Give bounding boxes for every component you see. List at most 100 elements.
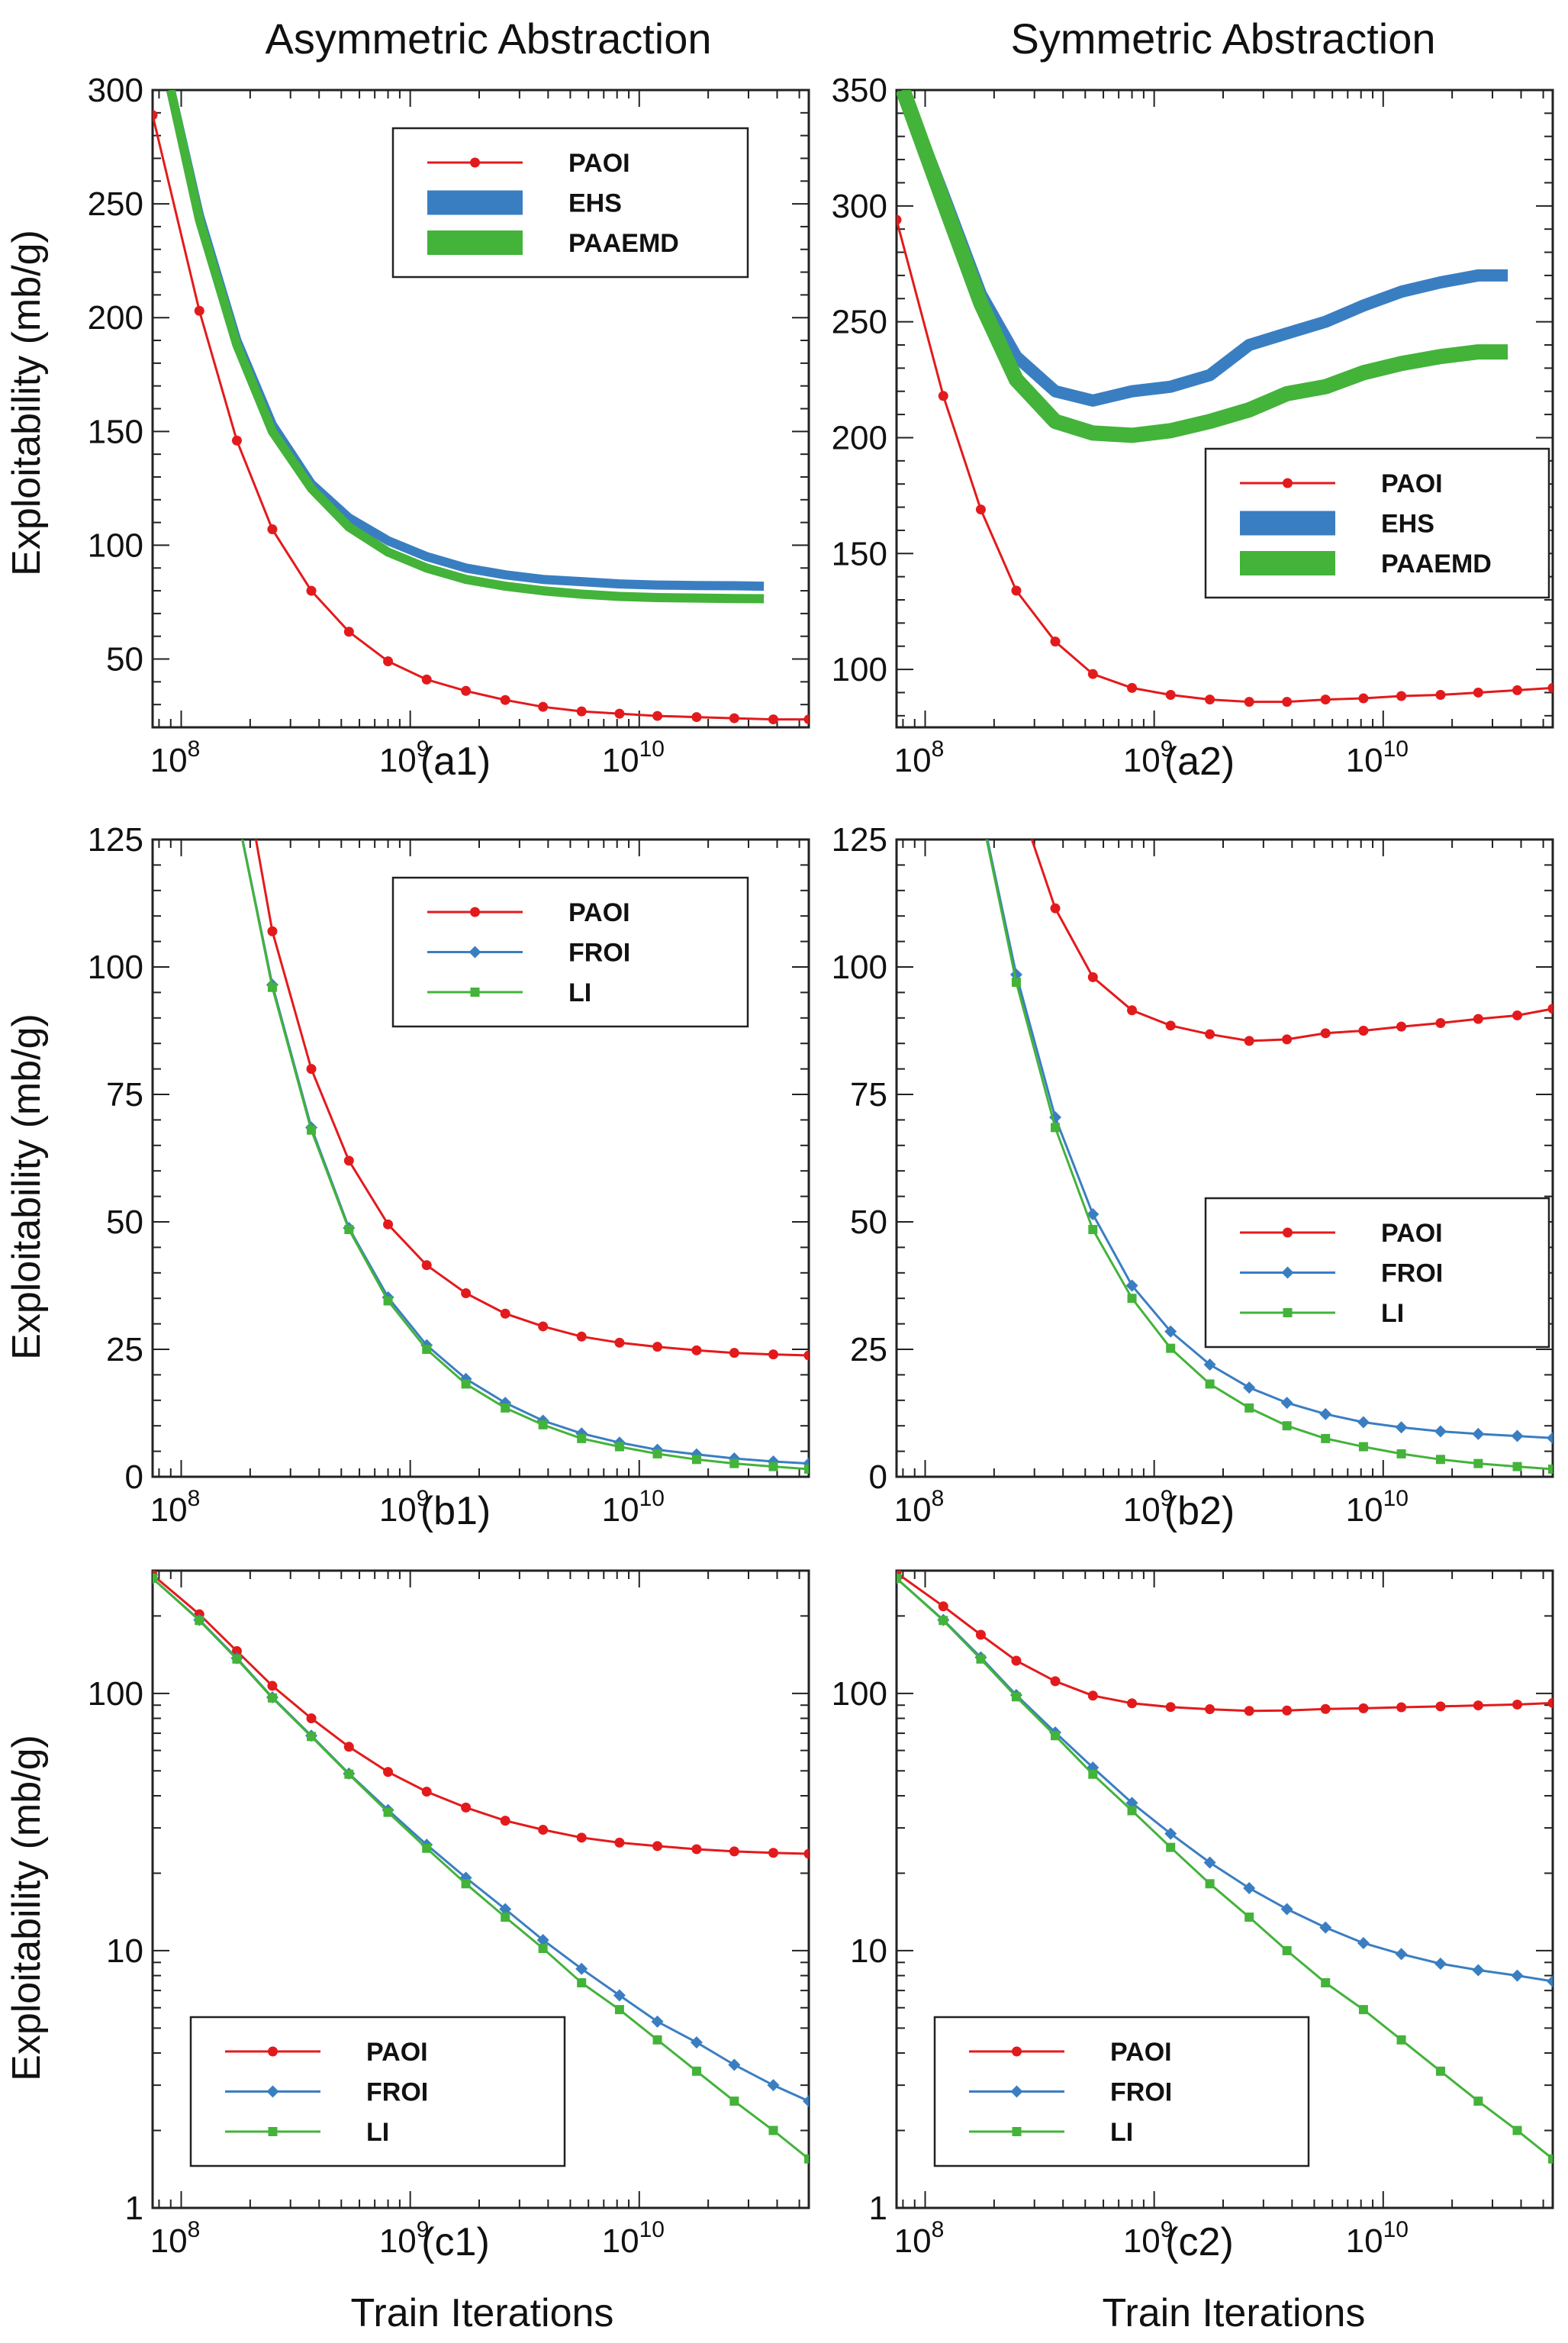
y-tick-label: 0 [125,1458,143,1496]
series-paoi-point [538,701,549,712]
x-tick-label: 109 [1123,2217,1174,2260]
series-froi-point [1395,1948,1408,1961]
series-paoi-point [1547,1004,1553,1014]
legend-label-li: LI [1110,2118,1133,2147]
panel-label: (a1) [420,740,491,784]
series-li-point [768,2125,778,2135]
title-symmetric: Symmetric Abstraction [1010,15,1435,63]
series-li-point [1548,2154,1553,2164]
series-paoi-point [500,1308,510,1319]
series-paoi-point [1473,1014,1483,1024]
series-paoi-point [576,1832,587,1843]
legend-marker-froi [266,2085,279,2098]
legend: PAOI FROI LI [1204,1197,1550,1349]
series-paoi-point [768,1349,779,1360]
series-paoi-point [1320,695,1331,705]
y-tick-label: 1 [125,2190,143,2227]
series-paoi-point [421,1260,432,1271]
series-paoi-point [461,1288,472,1299]
series-paoi-point [729,1348,739,1358]
series-paoi-point [576,706,587,717]
series-paoi-point [231,1645,242,1656]
series-froi-point [959,731,971,743]
series-li-point [267,1693,277,1703]
series-li-point [1321,1433,1331,1443]
x-tick-label: 108 [894,2217,945,2260]
series-froi-point [1472,1427,1485,1440]
series-paoi-point [153,110,158,121]
series-paoi-point [691,712,702,723]
y-tick-label: 0 [869,1458,887,1496]
series-paoi-point [383,1767,394,1777]
series-paoi-point [1050,903,1061,914]
x-tick-label: 109 [379,2217,430,2260]
series-froi-line [897,1577,1553,1983]
series-li-point [1127,1806,1137,1816]
series-paoi-line [1030,840,1553,1043]
legend-label-paoi: PAOI [1381,1219,1443,1248]
series-froi-point [1472,1964,1485,1977]
series-paoi-point [343,1155,354,1166]
y-tick-label: 75 [106,1076,143,1113]
legend: PAOI EHS PAAEMD [1204,447,1550,599]
series-li-point [804,1464,809,1474]
series-paoi-line [153,114,809,721]
series-paoi-point [1165,1020,1176,1031]
plot-frame [151,1569,810,2209]
series-paoi-point [1011,585,1022,596]
series-li-point [217,733,226,742]
legend-marker-paoi [1012,2046,1022,2057]
series-paoi-point [421,1787,432,1797]
series-paoi-point [691,1844,702,1855]
series-ehs-band [897,90,1508,407]
series-paoi-point [343,1742,354,1752]
series-paoi-point [768,1848,779,1858]
series-li-point [307,1125,317,1135]
series-paoi-point [1396,1702,1407,1713]
y-tick-label: 100 [832,1675,887,1713]
series-li-point [1548,1464,1553,1474]
legend-marker-paoi [470,907,480,917]
series-group [153,90,809,725]
series-froi-point [1164,1827,1177,1840]
x-tick-label: 108 [150,736,201,779]
series-froi-point [1319,1921,1332,1934]
legend-marker-li [1012,2127,1022,2136]
series-paoi-point [1050,637,1061,647]
series-paoi-point [461,1802,472,1813]
series-paoi-point [691,1345,702,1355]
panel-b2: 108 109 1010 (b2) 0 25 50 75 100 125 PAOI FROI LI [832,731,1554,1533]
series-paoi-point [421,674,432,685]
x-tick-label: 109 [1123,736,1174,779]
series-paoi-point [803,714,809,725]
panel-label: (c1) [421,2220,490,2264]
series-li-point [461,1379,471,1389]
series-li-point [614,2005,624,2015]
y-tick-label: 1 [869,2190,887,2227]
series-paoi-point [1282,697,1293,707]
series-froi-point [1357,1416,1370,1429]
series-li-line [985,840,1553,1471]
ylabel-row-b: Exploitability (mb/g) [5,1014,49,1360]
panel-a1: 108 109 1010(a1)50100150200250300PAOIEHSPA… [88,72,810,784]
series-paoi-point [194,305,204,316]
y-tick-label: 25 [106,1331,143,1368]
series-paoi-point [306,585,317,596]
legend-label-froi: FROI [1381,1259,1443,1288]
legend-marker-froi [1281,1266,1294,1279]
series-li-point [501,1912,510,1922]
series-froi-point [215,731,227,743]
series-paoi-point [1435,1017,1446,1028]
series-paoi-point [614,1837,625,1848]
legend-label-froi: FROI [568,939,630,968]
series-paoi-point [383,656,394,667]
legend: PAOI FROI LI [391,876,749,1028]
legend-label-ehs: EHS [568,189,622,218]
series-paoi-point [897,214,902,225]
series-paoi-point [1358,1703,1369,1713]
series-paoi-point [1087,669,1098,679]
series-li-point [1088,1769,1098,1779]
series-paoi-point [343,627,354,637]
series-group [897,1571,1553,2164]
